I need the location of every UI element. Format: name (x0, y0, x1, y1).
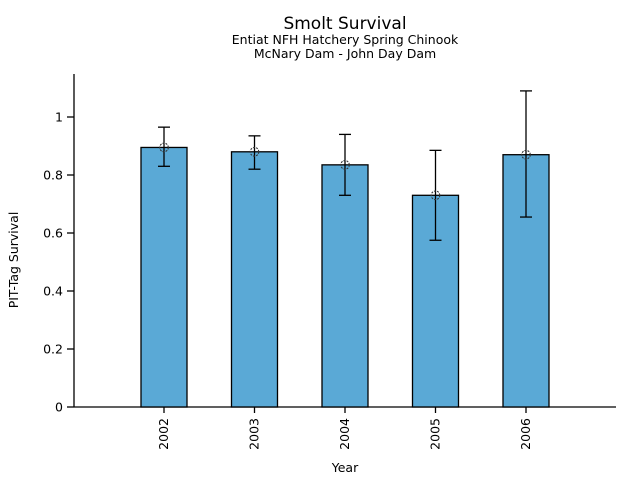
x-tick-label-2004: 2004 (337, 418, 352, 450)
point-marker-2003 (249, 146, 260, 157)
y-tick-label: 1 (55, 109, 63, 124)
y-tick-label: 0.8 (43, 167, 63, 182)
point-marker-2006 (521, 149, 531, 160)
chart-title: Smolt Survival (283, 14, 406, 34)
y-axis-title: PIT-Tag Survival (6, 212, 21, 309)
x-tick-label-2006: 2006 (518, 418, 533, 450)
point-marker-2002 (159, 142, 169, 153)
x-tick-label-2005: 2005 (428, 418, 443, 450)
chart-subtitle-line1: Entiat NFH Hatchery Spring Chinook (232, 32, 459, 47)
y-tick-label: 0.2 (43, 341, 63, 356)
x-tick-label-2002: 2002 (156, 418, 171, 450)
y-tick-label: 0 (55, 399, 63, 414)
x-axis-title: Year (331, 460, 359, 475)
point-marker-2005 (430, 190, 441, 201)
point-marker-2004 (340, 160, 350, 170)
bar-2004 (321, 164, 369, 408)
chart-subtitle-line2: McNary Dam - John Day Dam (254, 46, 436, 61)
bar-2003 (230, 151, 279, 408)
y-tick-label: 0.6 (43, 225, 63, 240)
bar-2002 (140, 146, 188, 408)
y-tick-label: 0.4 (43, 283, 63, 298)
plot-area: 0 0.2 0.4 0.6 0.8 1 2002 2003 2004 2005 2006 (43, 74, 616, 450)
x-tick-label-2003: 2003 (247, 418, 262, 450)
